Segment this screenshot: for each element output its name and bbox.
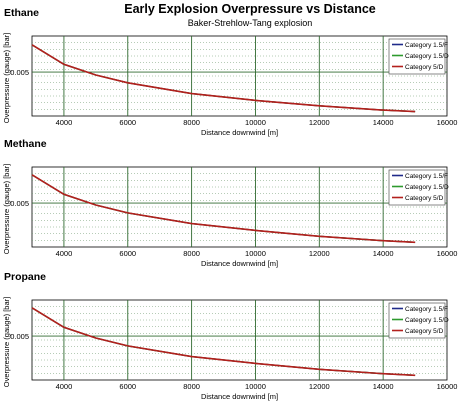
chart-panel-ethane: Ethane 4000 6000 8000 10000 12000 14000 16000 0.… <box>2 7 457 137</box>
legend-label: Category 1.5/F <box>405 173 448 180</box>
legend-label: Category 5/D <box>405 64 444 71</box>
x-tick-label: 14000 <box>373 382 394 391</box>
x-tick-label: 10000 <box>245 249 266 258</box>
series-line-3 <box>31 174 416 244</box>
legend-label: Category 1.5/D <box>405 184 449 191</box>
x-tick-label: 4000 <box>56 249 73 258</box>
legend-label: Category 1.5/D <box>405 53 449 60</box>
x-tick-label: 16000 <box>437 249 458 258</box>
panel-title: Methane <box>4 138 47 150</box>
x-tick-label: 6000 <box>119 249 136 258</box>
x-tick-label: 6000 <box>119 118 136 127</box>
y-axis-label: Overpressure (gauge) [bar] <box>2 33 11 123</box>
y-axis-label: Overpressure (gauge) [bar] <box>2 164 11 254</box>
x-tick-label: 6000 <box>119 382 136 391</box>
y-tick-label: 0.005 <box>10 332 29 341</box>
x-axis-label: Distance downwind [m] <box>201 259 278 268</box>
y-tick-label: 0.005 <box>10 68 29 77</box>
x-tick-label: 12000 <box>309 382 330 391</box>
x-tick-label: 4000 <box>56 382 73 391</box>
figure-title: Early Explosion Overpressure vs Distance <box>124 2 376 16</box>
y-tick-label: 0.005 <box>10 199 29 208</box>
legend-label: Category 5/D <box>405 195 444 202</box>
series-line-3 <box>31 307 416 377</box>
x-axis-label: Distance downwind [m] <box>201 392 278 401</box>
y-axis-label: Overpressure (gauge) [bar] <box>2 297 11 387</box>
chart-panels: Ethane 4000 6000 8000 10000 12000 14000 16000 0.… <box>2 7 457 401</box>
chart-panel-methane: Methane 4000 6000 8000 10000 12000 14000 16000 0… <box>2 138 457 268</box>
series-line-3 <box>31 44 416 113</box>
panel-title: Ethane <box>4 7 39 19</box>
x-tick-label: 8000 <box>183 382 200 391</box>
legend-label: Category 1.5/F <box>405 306 448 313</box>
x-axis-label: Distance downwind [m] <box>201 128 278 137</box>
x-tick-label: 4000 <box>56 118 73 127</box>
legend-label: Category 1.5/D <box>405 317 449 324</box>
legend-label: Category 5/D <box>405 328 444 335</box>
x-tick-label: 16000 <box>437 118 458 127</box>
x-tick-label: 14000 <box>373 249 394 258</box>
x-tick-label: 14000 <box>373 118 394 127</box>
x-tick-label: 8000 <box>183 118 200 127</box>
x-tick-label: 12000 <box>309 249 330 258</box>
panel-title: Propane <box>4 271 46 283</box>
figure-subtitle: Baker-Strehlow-Tang explosion <box>188 18 313 28</box>
x-tick-label: 10000 <box>245 382 266 391</box>
chart-panel-propane: Propane 4000 6000 8000 10000 12000 14000 16000 0… <box>2 271 457 401</box>
x-tick-label: 12000 <box>309 118 330 127</box>
x-tick-label: 10000 <box>245 118 266 127</box>
x-tick-label: 16000 <box>437 382 458 391</box>
legend-label: Category 1.5/F <box>405 42 448 49</box>
x-tick-label: 8000 <box>183 249 200 258</box>
